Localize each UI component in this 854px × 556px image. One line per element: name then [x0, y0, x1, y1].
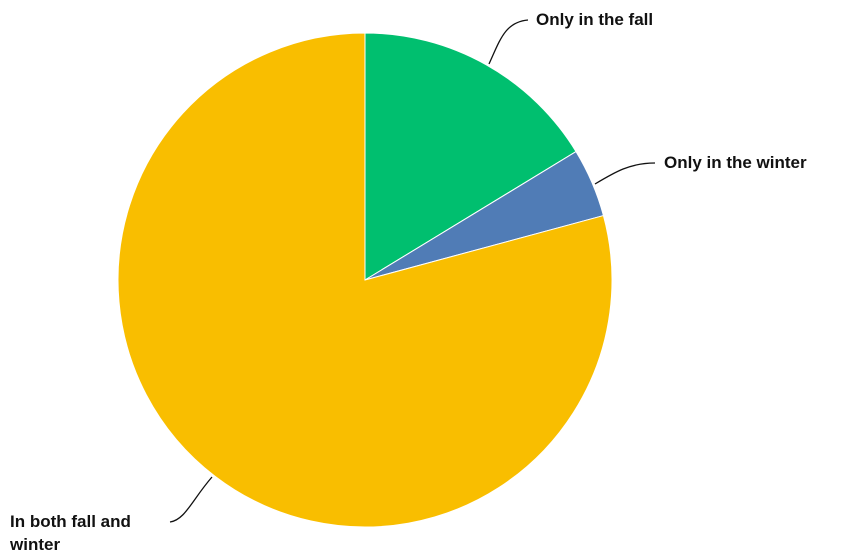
leader-line-winter	[594, 162, 656, 185]
label-both-fall-winter-line1: In both fall and	[10, 512, 131, 531]
pie-slices	[117, 32, 613, 528]
leader-line-both	[169, 476, 213, 523]
pie-slice-in-both-fall-and-winter	[117, 32, 613, 528]
label-both-fall-winter-line2: winter	[9, 535, 60, 554]
label-only-in-winter: Only in the winter	[664, 153, 807, 172]
leader-line-fall	[488, 19, 529, 65]
pie-slice-only-in-the-fall	[364, 32, 577, 281]
label-only-in-fall: Only in the fall	[536, 10, 653, 29]
